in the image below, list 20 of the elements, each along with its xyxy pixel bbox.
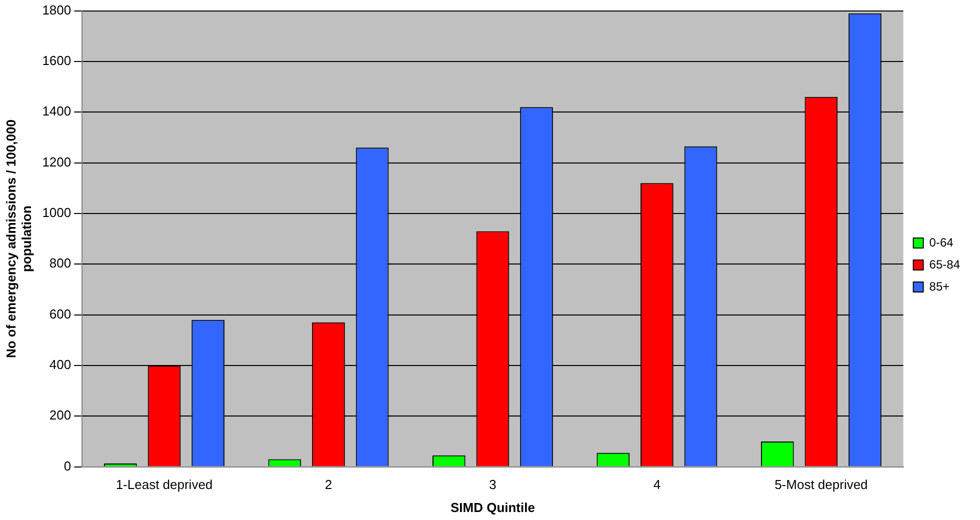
x-tick-label: 3 [489,477,496,492]
legend-label: 85+ [929,279,950,294]
y-tick-label: 800 [49,256,72,271]
y-axis-title: No of emergency admissions / 100,000 population [3,120,34,358]
legend-label: 0-64 [929,235,954,250]
x-axis-title: SIMD Quintile [450,500,535,515]
y-tick-label: 1400 [42,104,72,119]
x-tick-label: 4 [653,477,661,492]
y-tick-label: 1800 [42,2,72,18]
x-tick-label: 2 [324,477,332,492]
y-tick-label: 600 [49,306,72,322]
x-tick-label: 1-Least deprived [116,477,213,492]
y-tick-label: 1000 [42,205,72,220]
y-tick-label: 200 [49,408,72,423]
y-tick-label: 1600 [42,53,72,68]
legend-label: 65-84 [929,257,960,272]
y-tick-label: 1200 [42,154,72,170]
y-tick-label: 400 [49,357,72,372]
y-tick-label: 0 [64,458,72,474]
x-tick-label: 5-Most deprived [774,477,868,492]
